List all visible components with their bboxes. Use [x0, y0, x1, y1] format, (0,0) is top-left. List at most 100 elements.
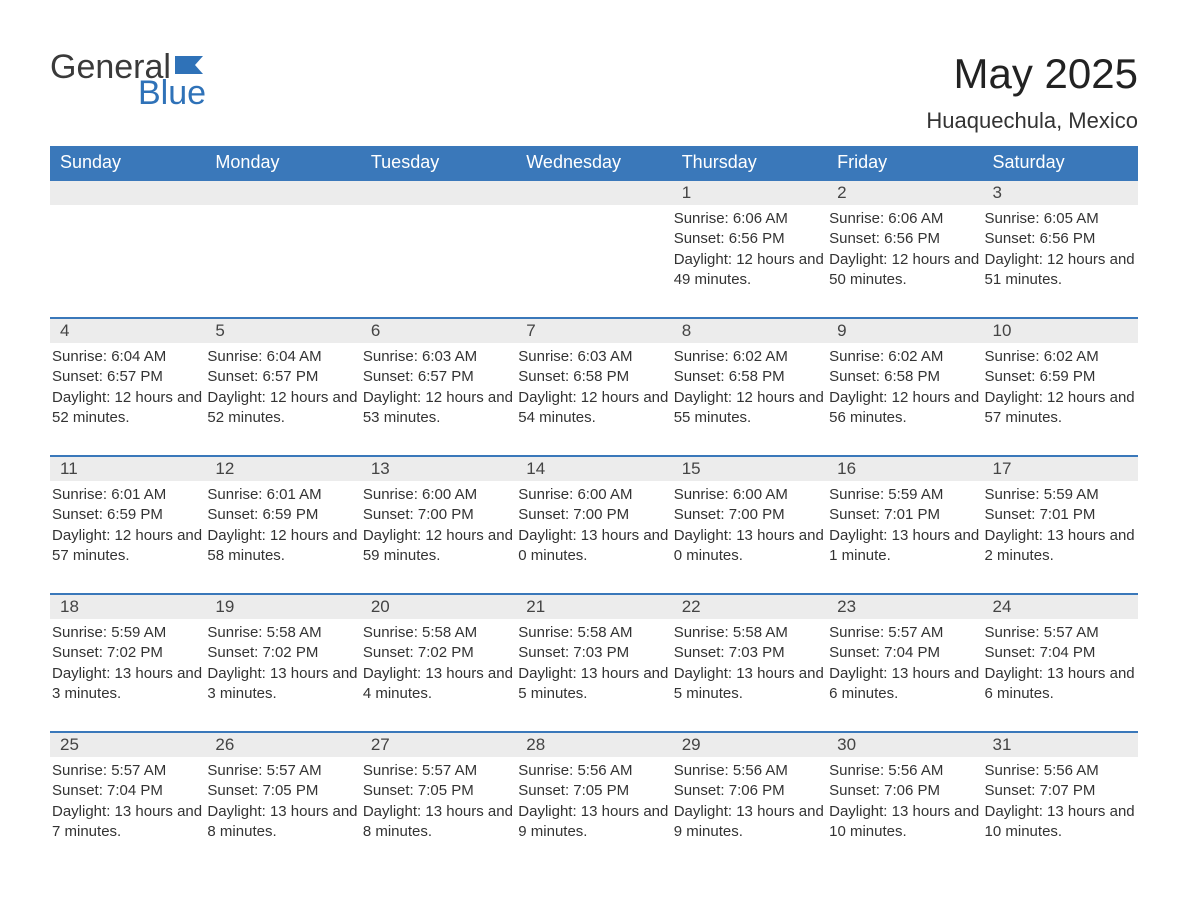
sunset-line: Sunset: 6:56 PM — [674, 229, 825, 249]
day-info: Sunrise: 5:57 AMSunset: 7:05 PMDaylight:… — [205, 757, 360, 842]
sunrise-line: Sunrise: 5:57 AM — [207, 761, 358, 781]
sunset-line: Sunset: 6:58 PM — [518, 367, 669, 387]
day-number: 22 — [672, 595, 827, 619]
day-info: Sunrise: 5:57 AMSunset: 7:05 PMDaylight:… — [361, 757, 516, 842]
calendar-cell: 2Sunrise: 6:06 AMSunset: 6:56 PMDaylight… — [827, 179, 982, 317]
sunset-line: Sunset: 7:01 PM — [985, 505, 1136, 525]
sunrise-line: Sunrise: 6:04 AM — [52, 347, 203, 367]
day-info: Sunrise: 6:04 AMSunset: 6:57 PMDaylight:… — [50, 343, 205, 428]
sunset-line: Sunset: 7:01 PM — [829, 505, 980, 525]
daylight-line: Daylight: 12 hours and 51 minutes. — [985, 250, 1136, 291]
sunrise-line: Sunrise: 6:06 AM — [829, 209, 980, 229]
day-number-row: 28 — [516, 731, 671, 757]
sunrise-line: Sunrise: 5:58 AM — [674, 623, 825, 643]
daylight-line: Daylight: 13 hours and 6 minutes. — [829, 664, 980, 705]
calendar-cell: 24Sunrise: 5:57 AMSunset: 7:04 PMDayligh… — [983, 593, 1138, 731]
day-number-row: 12 — [205, 455, 360, 481]
daylight-line: Daylight: 12 hours and 52 minutes. — [207, 388, 358, 429]
calendar-cell: 11Sunrise: 6:01 AMSunset: 6:59 PMDayligh… — [50, 455, 205, 593]
page-header: General Blue May 2025 Huaquechula, Mexic… — [50, 50, 1138, 134]
calendar-cell: 14Sunrise: 6:00 AMSunset: 7:00 PMDayligh… — [516, 455, 671, 593]
day-info: Sunrise: 6:02 AMSunset: 6:59 PMDaylight:… — [983, 343, 1138, 428]
sunset-line: Sunset: 6:57 PM — [52, 367, 203, 387]
day-number-row — [205, 179, 360, 205]
sunrise-line: Sunrise: 5:57 AM — [363, 761, 514, 781]
calendar-cell: 5 Sunrise: 6:04 AMSunset: 6:57 PMDaylight… — [205, 317, 360, 455]
sunset-line: Sunset: 7:04 PM — [985, 643, 1136, 663]
sunrise-line: Sunrise: 6:00 AM — [363, 485, 514, 505]
sunset-line: Sunset: 7:02 PM — [207, 643, 358, 663]
day-info: Sunrise: 5:57 AMSunset: 7:04 PMDaylight:… — [827, 619, 982, 704]
sunset-line: Sunset: 7:02 PM — [363, 643, 514, 663]
day-info: Sunrise: 6:01 AMSunset: 6:59 PMDaylight:… — [205, 481, 360, 566]
day-number: 10 — [983, 319, 1138, 343]
day-number — [361, 181, 516, 205]
daylight-line: Daylight: 12 hours and 58 minutes. — [207, 526, 358, 567]
calendar-cell: 29Sunrise: 5:56 AMSunset: 7:06 PMDayligh… — [672, 731, 827, 869]
day-info: Sunrise: 6:00 AMSunset: 7:00 PMDaylight:… — [361, 481, 516, 566]
daylight-line: Daylight: 13 hours and 9 minutes. — [674, 802, 825, 843]
sunset-line: Sunset: 7:03 PM — [674, 643, 825, 663]
day-number-row: 24 — [983, 593, 1138, 619]
weekday-header: Saturday — [983, 146, 1138, 179]
day-number: 14 — [516, 457, 671, 481]
sunrise-line: Sunrise: 6:02 AM — [829, 347, 980, 367]
day-number: 2 — [827, 181, 982, 205]
day-number: 28 — [516, 733, 671, 757]
day-info: Sunrise: 5:58 AMSunset: 7:03 PMDaylight:… — [672, 619, 827, 704]
calendar-cell — [516, 179, 671, 317]
day-number: 5 — [205, 319, 360, 343]
sunset-line: Sunset: 6:57 PM — [363, 367, 514, 387]
day-info: Sunrise: 6:02 AMSunset: 6:58 PMDaylight:… — [672, 343, 827, 428]
daylight-line: Daylight: 13 hours and 2 minutes. — [985, 526, 1136, 567]
sunset-line: Sunset: 6:57 PM — [207, 367, 358, 387]
day-number: 27 — [361, 733, 516, 757]
calendar-row: 1Sunrise: 6:06 AMSunset: 6:56 PMDaylight… — [50, 179, 1138, 317]
sunset-line: Sunset: 7:07 PM — [985, 781, 1136, 801]
brand-word-blue: Blue — [138, 76, 209, 110]
day-number: 25 — [50, 733, 205, 757]
day-info: Sunrise: 5:58 AMSunset: 7:02 PMDaylight:… — [205, 619, 360, 704]
day-number: 3 — [983, 181, 1138, 205]
day-number: 29 — [672, 733, 827, 757]
calendar-cell — [205, 179, 360, 317]
sunrise-line: Sunrise: 6:00 AM — [674, 485, 825, 505]
day-number: 11 — [50, 457, 205, 481]
sunrise-line: Sunrise: 6:04 AM — [207, 347, 358, 367]
daylight-line: Daylight: 12 hours and 54 minutes. — [518, 388, 669, 429]
daylight-line: Daylight: 13 hours and 0 minutes. — [674, 526, 825, 567]
day-number: 21 — [516, 595, 671, 619]
weekday-header: Monday — [205, 146, 360, 179]
calendar-cell: 16Sunrise: 5:59 AMSunset: 7:01 PMDayligh… — [827, 455, 982, 593]
daylight-line: Daylight: 13 hours and 5 minutes. — [518, 664, 669, 705]
day-number-row: 7 — [516, 317, 671, 343]
sunrise-line: Sunrise: 5:59 AM — [829, 485, 980, 505]
weekday-header: Thursday — [672, 146, 827, 179]
daylight-line: Daylight: 13 hours and 4 minutes. — [363, 664, 514, 705]
daylight-line: Daylight: 12 hours and 56 minutes. — [829, 388, 980, 429]
day-number: 4 — [50, 319, 205, 343]
calendar-table: SundayMondayTuesdayWednesdayThursdayFrid… — [50, 146, 1138, 869]
daylight-line: Daylight: 12 hours and 52 minutes. — [52, 388, 203, 429]
weekday-header: Friday — [827, 146, 982, 179]
day-info: Sunrise: 6:00 AMSunset: 7:00 PMDaylight:… — [516, 481, 671, 566]
day-number-row — [516, 179, 671, 205]
calendar-cell: 10Sunrise: 6:02 AMSunset: 6:59 PMDayligh… — [983, 317, 1138, 455]
sunrise-line: Sunrise: 6:06 AM — [674, 209, 825, 229]
day-number: 13 — [361, 457, 516, 481]
calendar-cell: 15Sunrise: 6:00 AMSunset: 7:00 PMDayligh… — [672, 455, 827, 593]
sunrise-line: Sunrise: 5:58 AM — [207, 623, 358, 643]
day-number: 20 — [361, 595, 516, 619]
day-number: 8 — [672, 319, 827, 343]
sunrise-line: Sunrise: 5:56 AM — [518, 761, 669, 781]
day-info: Sunrise: 5:56 AMSunset: 7:05 PMDaylight:… — [516, 757, 671, 842]
day-number — [205, 181, 360, 205]
day-number-row: 31 — [983, 731, 1138, 757]
day-info: Sunrise: 5:59 AMSunset: 7:02 PMDaylight:… — [50, 619, 205, 704]
calendar-cell: 22Sunrise: 5:58 AMSunset: 7:03 PMDayligh… — [672, 593, 827, 731]
day-number-row: 15 — [672, 455, 827, 481]
day-info: Sunrise: 6:00 AMSunset: 7:00 PMDaylight:… — [672, 481, 827, 566]
day-number-row: 26 — [205, 731, 360, 757]
daylight-line: Daylight: 12 hours and 49 minutes. — [674, 250, 825, 291]
calendar-cell — [50, 179, 205, 317]
